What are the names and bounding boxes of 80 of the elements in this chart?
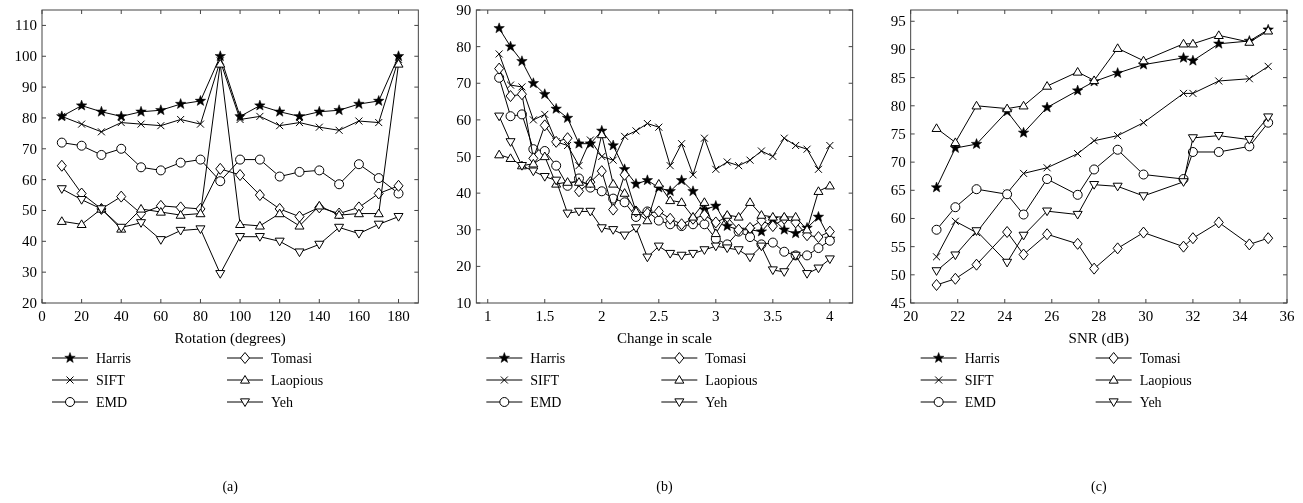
legend-label: Laopious — [705, 373, 758, 388]
legend-label: Laopious — [271, 373, 324, 388]
y-tick-label: 10 — [456, 295, 472, 311]
x-tick-label: 140 — [308, 308, 331, 324]
x-tick-label: 100 — [228, 308, 252, 324]
x-axis-title: SNR (dB) — [1068, 330, 1130, 347]
legend-label: Yeh — [1139, 395, 1162, 410]
legend-label: Tomasi — [271, 351, 313, 366]
legend-label: Tomasi — [705, 351, 747, 366]
y-tick-label: 30 — [456, 221, 472, 238]
x-tick-label: 120 — [268, 308, 291, 324]
y-tick-label: 90 — [456, 2, 472, 18]
x-tick-label: 20 — [903, 308, 919, 324]
x-axis-title: Rotation (degrees) — [174, 330, 286, 347]
text: (c) — [1091, 479, 1107, 495]
legend-label: EMD — [530, 395, 562, 410]
y-tick-label: 60 — [456, 111, 472, 128]
x-tick-label: 1.5 — [535, 308, 555, 324]
y-tick-label: 40 — [22, 233, 37, 250]
legend-label: EMD — [96, 395, 128, 410]
y-tick-label: 70 — [890, 154, 906, 171]
x-tick-label: 2 — [598, 308, 606, 324]
legend-label: Laopious — [1139, 373, 1192, 388]
y-tick-label: 60 — [890, 210, 906, 227]
x-tick-label: 60 — [153, 308, 169, 324]
x-tick-label: 1 — [483, 308, 492, 324]
y-tick-label: 55 — [890, 238, 906, 255]
y-tick-label: 20 — [456, 258, 472, 275]
y-tick-label: 45 — [890, 295, 906, 311]
legend-label: Yeh — [271, 395, 293, 410]
legend-label: Harris — [96, 351, 131, 366]
y-tick-label: 75 — [890, 125, 906, 142]
legend-label: SIFT — [964, 373, 994, 388]
y-tick-label: 20 — [22, 295, 37, 311]
x-tick-label: 34 — [1232, 308, 1248, 324]
legend-label: EMD — [964, 395, 996, 410]
y-tick-label: 80 — [22, 109, 37, 126]
x-tick-label: 0 — [38, 308, 46, 324]
y-tick-label: 70 — [456, 75, 472, 92]
y-tick-label: 95 — [890, 13, 906, 30]
x-tick-label: 28 — [1091, 308, 1107, 324]
legend-label: SIFT — [96, 373, 126, 388]
y-tick-label: 30 — [22, 264, 37, 281]
y-tick-label: 110 — [15, 17, 37, 34]
x-tick-label: 4 — [826, 308, 835, 324]
x-tick-label: 160 — [347, 308, 371, 324]
y-tick-label: 40 — [456, 185, 472, 202]
legend-label: Harris — [964, 351, 1000, 366]
y-tick-label: 80 — [456, 38, 472, 55]
y-tick-label: 50 — [22, 202, 37, 219]
y-tick-label: 65 — [890, 182, 906, 199]
y-tick-label: 90 — [890, 41, 906, 58]
x-tick-label: 40 — [113, 308, 129, 324]
x-tick-label: 3 — [712, 308, 720, 324]
x-axis-title: Change in scale — [617, 330, 713, 346]
x-tick-label: 30 — [1138, 308, 1154, 324]
legend-label: Yeh — [705, 395, 728, 410]
y-tick-label: 50 — [456, 148, 472, 165]
text: (a) — [222, 479, 239, 495]
x-tick-label: 24 — [997, 308, 1013, 324]
y-tick-label: 50 — [890, 266, 906, 283]
legend-label: SIFT — [530, 373, 560, 388]
legend-label: Tomasi — [1139, 351, 1181, 366]
y-tick-label: 60 — [22, 171, 37, 188]
x-tick-label: 20 — [74, 308, 90, 324]
y-tick-label: 85 — [890, 69, 906, 86]
legend-label: Harris — [530, 351, 566, 366]
y-tick-label: 80 — [890, 97, 906, 114]
x-tick-label: 2.5 — [649, 308, 669, 324]
x-tick-label: 26 — [1044, 308, 1060, 324]
x-tick-label: 80 — [192, 308, 208, 324]
x-tick-label: 32 — [1185, 308, 1201, 324]
x-tick-label: 180 — [387, 308, 410, 324]
x-tick-label: 22 — [950, 308, 966, 324]
x-tick-label: 3.5 — [763, 308, 783, 324]
y-tick-label: 70 — [22, 140, 37, 157]
y-tick-label: 100 — [14, 48, 37, 65]
y-tick-label: 90 — [22, 79, 37, 96]
x-tick-label: 36 — [1279, 308, 1295, 324]
text: (b) — [656, 479, 673, 495]
